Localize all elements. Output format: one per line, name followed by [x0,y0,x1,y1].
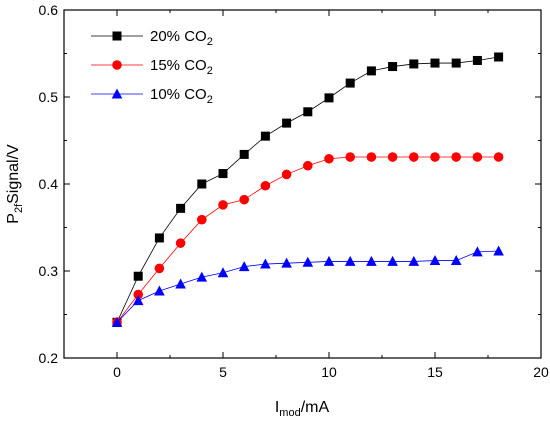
data-point [303,160,313,171]
x-tick-label: 15 [427,364,443,380]
data-point [429,255,441,266]
series-circle [112,152,504,328]
y-tick-label: 0.4 [39,176,59,192]
data-point [154,285,165,296]
data-point [366,152,377,162]
data-point [450,255,462,266]
data-point [324,93,334,103]
legend-marker [111,88,123,99]
data-point [197,214,207,225]
legend-item: 20% CO2 [91,28,213,48]
legend-marker [112,60,122,70]
data-point [239,194,249,205]
legend-item: 15% CO2 [91,57,213,77]
data-point [493,245,504,256]
legend-label: 10% CO2 [150,86,213,106]
data-point [408,255,420,266]
data-point [451,58,461,68]
data-point [409,59,419,69]
legend-label: 15% CO2 [150,57,213,77]
data-point [281,169,292,180]
data-point [238,261,250,272]
data-point [176,203,186,213]
data-point [409,152,419,162]
data-point [154,263,165,274]
x-tick-label: 5 [219,364,227,380]
data-point [387,255,398,266]
y-tick-label: 0.2 [39,350,59,366]
y-tick-label: 0.5 [39,89,59,105]
legend-label: 20% CO2 [150,28,213,48]
data-point [344,255,356,266]
data-point [430,58,440,68]
data-point [366,66,376,76]
x-tick-label: 20 [533,364,549,380]
data-point [451,152,462,162]
y-axis-title: P2fSignal/V [5,144,25,224]
data-point [217,267,229,278]
data-point [430,152,440,162]
data-point [366,255,377,266]
data-point [132,295,144,306]
data-point [196,271,208,282]
data-point [303,107,313,117]
legend-item: 10% CO2 [91,86,213,106]
data-point [218,169,228,179]
y-tick-label: 0.6 [39,2,59,18]
data-point [493,152,504,162]
data-point [323,255,335,266]
data-point [175,278,186,289]
data-point [387,152,398,162]
data-point [281,257,292,268]
data-point [324,153,334,164]
plot-series [111,52,504,328]
y-tick-label: 0.3 [39,263,59,279]
data-point [154,233,164,243]
data-point [239,149,249,159]
legend-marker [112,31,122,41]
data-point [260,258,271,269]
data-point [218,200,228,210]
data-point [260,131,270,141]
x-tick-label: 0 [113,364,121,380]
data-point [345,152,356,162]
data-point [472,152,483,162]
data-point [175,238,186,248]
data-point [388,62,398,72]
data-point [472,55,482,65]
data-point [302,256,314,267]
x-axis-title: Imod/mA [275,399,330,419]
data-point [260,180,271,191]
data-point [197,179,207,189]
data-point [133,271,143,281]
x-tick-label: 10 [321,364,337,380]
series-triangle [111,245,504,327]
axes-ticks: 0 5 10 15 20 0.2 0.3 0.4 0.5 0.6 [39,2,549,380]
data-point [133,289,143,300]
data-point [282,118,292,128]
legend: 20% CO2 15% CO2 10% CO2 [91,28,213,106]
data-point [111,316,123,327]
data-point [345,78,355,88]
data-point [494,52,504,62]
data-point [472,246,483,257]
